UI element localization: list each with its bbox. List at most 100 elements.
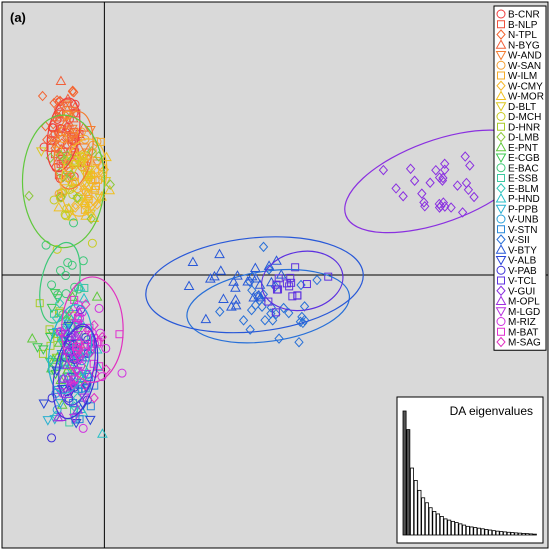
legend-label: P-PPB <box>508 204 538 215</box>
legend-entry-m-lgd: M-LGD <box>495 307 540 318</box>
legend-marker <box>496 214 506 224</box>
legend-marker <box>497 174 505 182</box>
data-point <box>274 285 283 294</box>
eigenvalue-bar <box>495 530 500 536</box>
legend-entry-d-blt: D-BLT <box>495 102 536 113</box>
legend-label: D-BLT <box>508 102 536 113</box>
data-point <box>465 160 475 171</box>
data-point <box>258 241 269 253</box>
data-point <box>67 178 77 188</box>
data-point <box>215 306 225 317</box>
data-point <box>84 415 96 426</box>
legend-marker <box>496 9 506 19</box>
eigenvalue-bar <box>447 519 452 536</box>
data-point <box>298 317 308 329</box>
data-point <box>242 275 254 286</box>
group-ellipse <box>46 97 81 172</box>
eigenvalue-bar <box>421 497 426 536</box>
eigenvalue-bar <box>517 532 522 536</box>
eigenvalue-bar <box>506 531 511 536</box>
data-point <box>434 172 445 183</box>
data-point <box>238 315 249 326</box>
eigenvalue-bar <box>443 518 448 536</box>
data-point <box>42 416 54 426</box>
data-point <box>62 204 72 214</box>
data-point <box>214 248 225 259</box>
legend-label: M-SAG <box>508 338 541 349</box>
data-point <box>287 278 296 287</box>
data-point <box>264 264 274 275</box>
data-point <box>302 280 311 289</box>
eigenvalue-bar <box>439 516 444 536</box>
data-point <box>67 260 77 270</box>
eigenvalue-bar <box>428 507 433 536</box>
data-point <box>291 263 300 272</box>
group-ellipse <box>60 138 108 217</box>
data-point <box>85 209 97 220</box>
eigenvalue-bar <box>410 467 414 536</box>
eigenvalue-bar <box>462 524 467 536</box>
data-point <box>94 194 106 204</box>
legend-entry-m-sag: M-SAG <box>496 336 541 349</box>
data-point <box>80 380 90 391</box>
eigenvalue-bar <box>529 533 534 536</box>
eigenvalue-bar <box>480 528 485 536</box>
legend-label: E-CGB <box>508 153 540 164</box>
data-point <box>70 375 79 384</box>
data-point <box>53 385 62 394</box>
data-point <box>47 365 57 375</box>
eigenvalue-bar <box>473 527 478 536</box>
eigenvalue-bar <box>510 532 515 536</box>
data-point <box>230 294 241 304</box>
eigenvalue-bar <box>424 502 429 536</box>
data-point <box>55 265 65 275</box>
data-point <box>52 155 64 165</box>
data-point <box>75 160 87 170</box>
data-point <box>297 311 307 323</box>
data-point <box>312 274 322 286</box>
data-point <box>63 321 75 332</box>
data-point <box>83 175 94 186</box>
data-point <box>38 399 50 410</box>
data-point <box>60 210 70 220</box>
data-point <box>419 197 429 208</box>
eigenvalue-bar <box>514 532 519 536</box>
legend-label: N-TPL <box>508 30 537 41</box>
data-point <box>63 258 73 268</box>
data-point <box>425 177 435 188</box>
data-point <box>288 292 297 301</box>
data-point <box>47 393 57 403</box>
legend-entry-d-lmb: D-LMB <box>496 131 539 144</box>
legend-entry-v-unb: V-UNB <box>496 214 539 226</box>
data-point <box>62 371 74 382</box>
data-point <box>417 188 427 199</box>
data-point <box>378 164 389 176</box>
legend-marker <box>497 20 505 29</box>
legend-entry-p-hnd: P-HND <box>495 192 540 205</box>
eigenvalue-bar <box>484 529 489 536</box>
data-point <box>55 75 67 85</box>
data-point <box>469 191 479 203</box>
data-point <box>228 276 239 286</box>
data-point <box>32 343 43 353</box>
data-point <box>73 313 82 322</box>
data-point <box>230 282 241 292</box>
eigenvalue-bar <box>417 489 422 536</box>
data-point <box>80 170 91 181</box>
data-point <box>463 184 474 196</box>
legend-label: W-MOR <box>508 92 544 103</box>
group-ellipse <box>61 276 124 383</box>
data-point <box>391 183 401 194</box>
data-point <box>68 144 78 154</box>
legend-marker <box>496 60 506 70</box>
legend-entry-v-alb: V-ALB <box>495 256 537 267</box>
data-point <box>61 155 71 166</box>
data-point <box>59 100 71 111</box>
data-point <box>55 326 65 336</box>
legend-label: B-NLP <box>508 20 538 31</box>
data-point <box>250 272 262 283</box>
data-point <box>272 280 281 289</box>
data-point <box>95 362 104 371</box>
legend-marker <box>495 307 507 317</box>
